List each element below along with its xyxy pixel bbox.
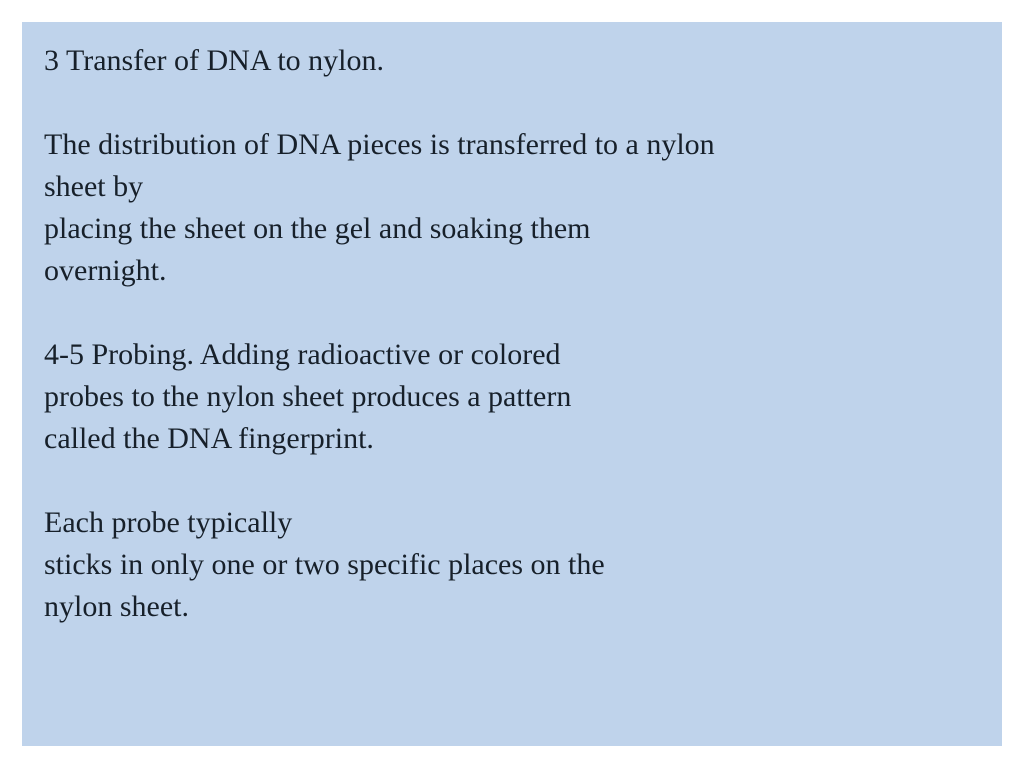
slide-panel: 3 Transfer of DNA to nylon. The distribu… bbox=[22, 22, 1002, 746]
paragraph-2-line-1: The distribution of DNA pieces is transf… bbox=[44, 124, 980, 166]
paragraph-spacer bbox=[44, 292, 980, 334]
paragraph-3-line-2: probes to the nylon sheet produces a pat… bbox=[44, 376, 980, 418]
paragraph-2-line-4: overnight. bbox=[44, 250, 980, 292]
paragraph-spacer bbox=[44, 460, 980, 502]
paragraph-3-line-1: 4-5 Probing. Adding radioactive or color… bbox=[44, 334, 980, 376]
paragraph-spacer bbox=[44, 82, 980, 124]
paragraph-4-line-1: Each probe typically bbox=[44, 502, 980, 544]
paragraph-2-line-2: sheet by bbox=[44, 166, 980, 208]
paragraph-3-line-3: called the DNA fingerprint. bbox=[44, 418, 980, 460]
paragraph-1-line-1: 3 Transfer of DNA to nylon. bbox=[44, 40, 980, 82]
paragraph-2-line-3: placing the sheet on the gel and soaking… bbox=[44, 208, 980, 250]
paragraph-4-line-3: nylon sheet. bbox=[44, 586, 980, 628]
paragraph-4-line-2: sticks in only one or two specific place… bbox=[44, 544, 980, 586]
